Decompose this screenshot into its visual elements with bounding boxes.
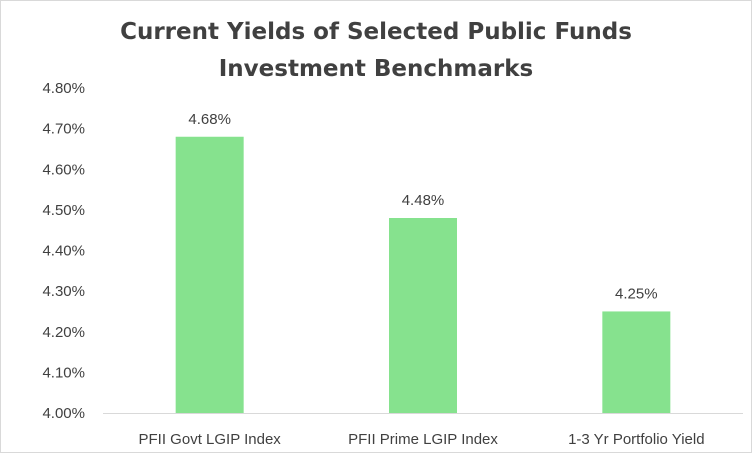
chart-title: Current Yields of Selected Public Funds … xyxy=(0,14,752,88)
chart-title-line-1: Current Yields of Selected Public Funds xyxy=(120,19,632,45)
chart-title-line-2: Investment Benchmarks xyxy=(218,56,534,82)
y-tick-label: 4.20% xyxy=(42,324,85,341)
x-tick-label: PFII Govt LGIP Index xyxy=(139,431,282,448)
data-label: 4.68% xyxy=(188,111,231,128)
y-tick-label: 4.80% xyxy=(42,80,85,97)
bar xyxy=(389,218,457,413)
x-tick-label: 1-3 Yr Portfolio Yield xyxy=(568,431,704,448)
bar xyxy=(602,311,671,413)
y-tick-label: 4.00% xyxy=(42,405,85,422)
y-tick-label: 4.70% xyxy=(42,121,85,138)
y-tick-label: 4.60% xyxy=(42,161,85,178)
y-tick-label: 4.40% xyxy=(42,243,85,260)
y-tick-label: 4.10% xyxy=(42,364,85,381)
data-label: 4.25% xyxy=(615,285,658,302)
data-label: 4.48% xyxy=(402,192,445,209)
y-tick-label: 4.50% xyxy=(42,202,85,219)
y-tick-label: 4.30% xyxy=(42,283,85,300)
bar xyxy=(175,136,244,413)
x-tick-label: PFII Prime LGIP Index xyxy=(348,431,498,448)
